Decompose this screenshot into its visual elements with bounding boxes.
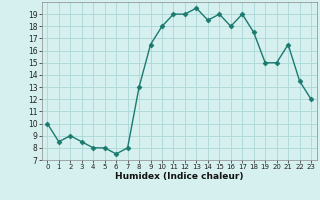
X-axis label: Humidex (Indice chaleur): Humidex (Indice chaleur) <box>115 172 244 181</box>
